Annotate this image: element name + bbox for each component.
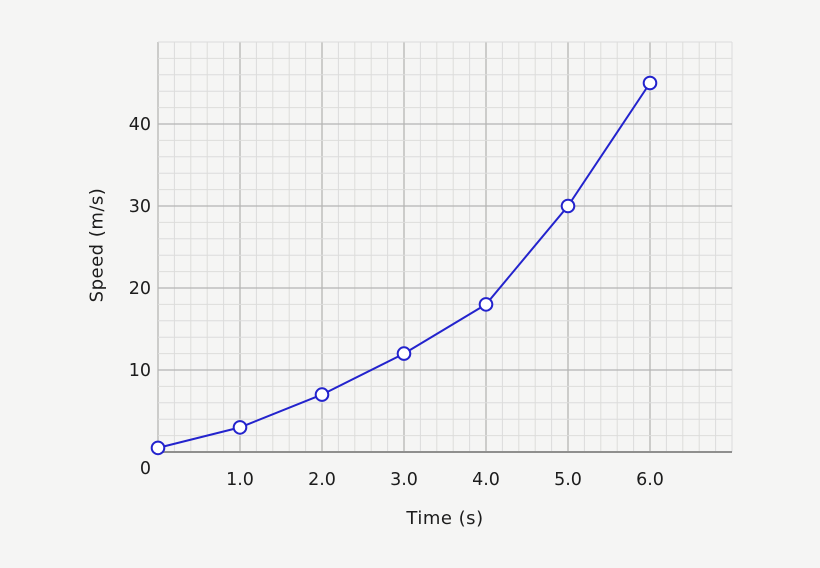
x-tick-label: 3.0 [390,470,418,490]
data-point-marker [232,420,248,435]
y-tick-label: 30 [129,197,151,217]
data-point-marker [150,440,166,456]
x-tick-label: 1.0 [226,470,254,490]
y-axis-title: Speed (m/s) [86,187,108,303]
data-point-marker [642,75,658,91]
x-tick-label: 4.0 [472,470,500,490]
x-tick-label: 6.0 [636,470,664,490]
data-point-marker [314,387,330,402]
x-tick-label: 5.0 [554,470,582,490]
data-point-marker [396,346,412,361]
y-tick-label: 20 [129,279,151,299]
y-tick-label: 40 [129,115,151,135]
data-point-marker [560,198,576,214]
origin-tick-label: 0 [140,459,151,479]
y-tick-label: 10 [129,361,151,381]
x-axis-title: Time (s) [406,508,484,529]
x-tick-label: 2.0 [308,470,336,490]
data-point-marker [478,297,494,312]
